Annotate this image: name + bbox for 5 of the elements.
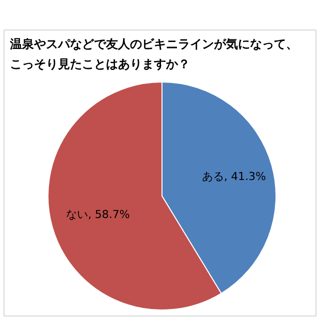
data-label: , 41.3% — [224, 170, 266, 183]
slice-label: ない — [66, 208, 88, 222]
data-label: , 58.7% — [88, 208, 130, 222]
chart-title: 温泉やスパなどで友人のビキニラインが気になって、こっそり見たことはありますか？ — [9, 37, 298, 71]
slice-label: ある — [202, 170, 224, 183]
